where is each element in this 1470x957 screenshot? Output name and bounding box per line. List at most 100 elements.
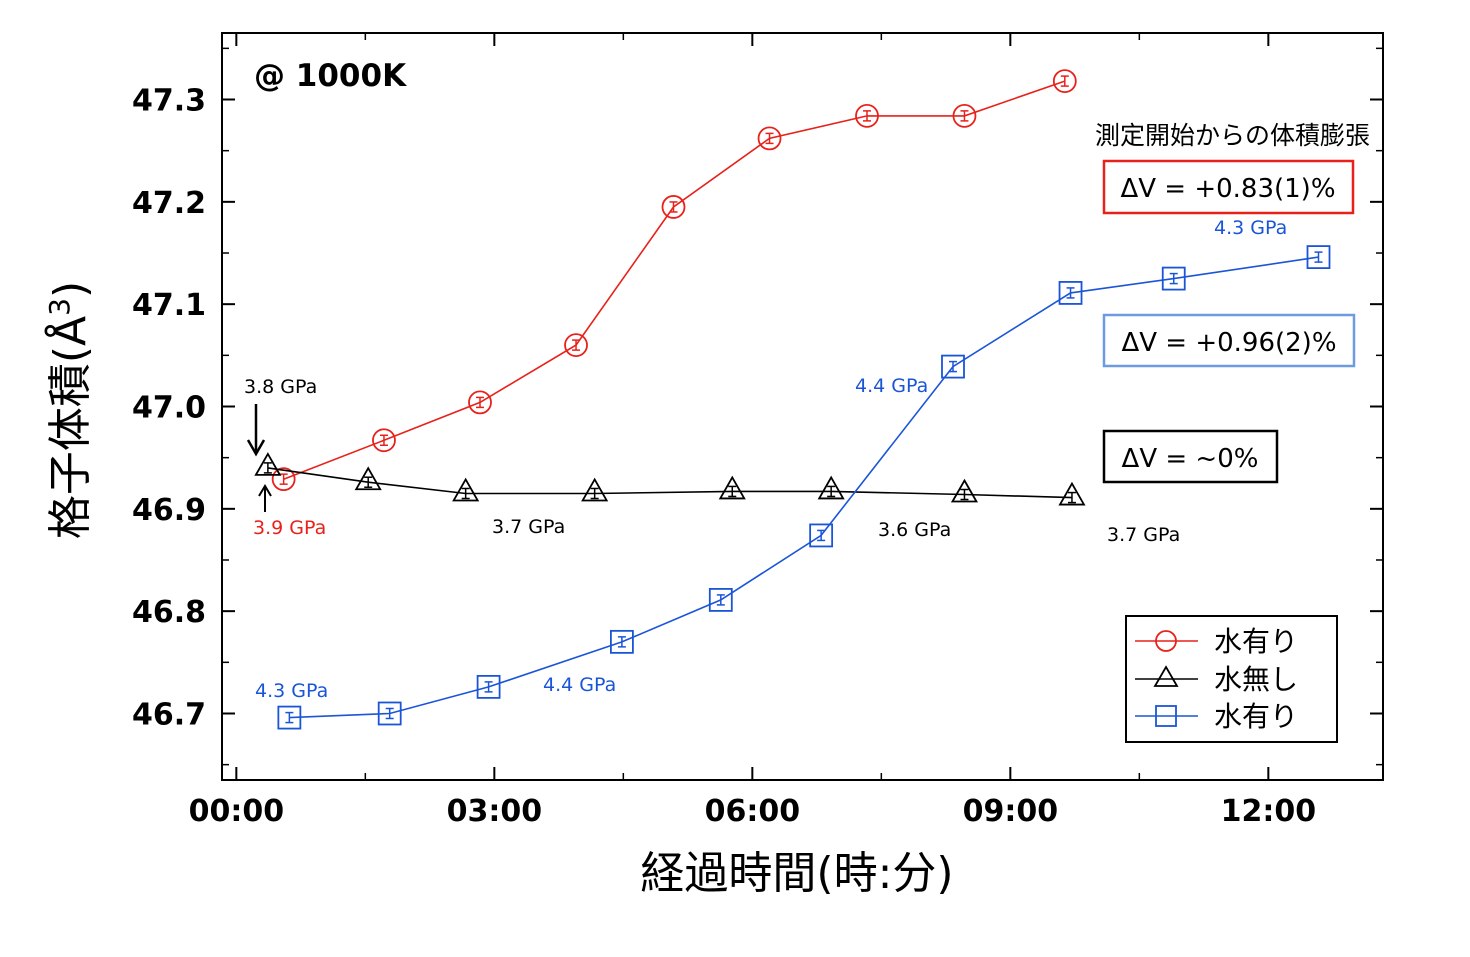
x-axis-title: 経過時間(時:分) [640, 848, 953, 899]
marker-square [277, 705, 302, 730]
data-point [564, 333, 588, 358]
data-point [610, 629, 634, 654]
legend-label-series-1: 水有り [1214, 625, 1298, 658]
delta-v-box-blue [1102, 313, 1356, 368]
marker-circle [468, 390, 492, 415]
marker-square [1306, 245, 1331, 270]
series-line [289, 256, 1319, 719]
y-tick-label: 47.3 [132, 84, 206, 119]
data-point [581, 477, 609, 502]
y-axis-title: 格子体積(Å3) [43, 281, 96, 539]
pressure-label-black-start: 3.8 GPa [244, 376, 317, 398]
marker-triangle [817, 475, 845, 500]
pressure-label-black-end: 3.7 GPa [1107, 524, 1180, 546]
marker-square [377, 701, 402, 726]
marker-circle [757, 126, 782, 151]
y-tick-label: 46.9 [132, 493, 206, 528]
data-point [354, 466, 382, 491]
data-point [271, 467, 296, 492]
legend-marker-triangle [1153, 665, 1179, 687]
data-point [1058, 481, 1086, 506]
series-line [283, 80, 1066, 480]
y-tick-label: 46.7 [132, 697, 206, 732]
arrow-up-icon [258, 484, 272, 512]
marker-triangle [452, 477, 480, 502]
data-point [277, 705, 302, 730]
marker-circle [661, 195, 686, 219]
marker-circle [952, 103, 977, 128]
data-point [468, 390, 492, 415]
data-point [817, 475, 845, 500]
marker-triangle [354, 466, 382, 491]
legend-entry-series-3: 水有り [1135, 700, 1298, 733]
marker-triangle [950, 478, 979, 503]
pressure-label-black-3: 3.6 GPa [878, 519, 951, 541]
marker-circle [1052, 69, 1077, 93]
marker-square [941, 354, 965, 379]
marker-square [809, 523, 834, 548]
marker-square [708, 588, 733, 612]
pressure-label-red-start: 3.9 GPa [253, 517, 326, 539]
series-layer [254, 69, 1331, 730]
legend-label-series-2: 水無し [1214, 663, 1298, 696]
marker-circle [372, 428, 396, 453]
arrow-down-icon [246, 404, 266, 457]
delta-v-black: ΔV = ~0% [1122, 444, 1259, 474]
pressure-label-black-2: 3.7 GPa [492, 516, 565, 538]
y-tick-label: 46.8 [132, 595, 206, 630]
x-tick-label: 06:00 [705, 794, 801, 829]
volume-expansion-heading: 測定開始からの体積膨張 [1095, 121, 1370, 150]
data-point [1306, 245, 1331, 270]
legend: 水有り 水無し 水有り [1125, 615, 1338, 743]
pressure-label-blue-2: 4.4 GPa [543, 674, 616, 696]
delta-v-red: ΔV = +0.83(1)% [1120, 174, 1335, 204]
marker-triangle [581, 477, 609, 502]
marker-circle [564, 333, 588, 358]
x-tick-label: 09:00 [963, 794, 1059, 829]
data-point [708, 588, 733, 612]
temperature-label: @ 1000K [254, 58, 407, 94]
legend-label-series-3: 水有り [1214, 700, 1298, 733]
legend-marker-square [1155, 705, 1177, 727]
x-tick-label: 03:00 [447, 794, 543, 829]
marker-square [610, 629, 634, 654]
delta-v-blue: ΔV = +0.96(2)% [1121, 328, 1336, 358]
pressure-label-blue-3: 4.4 GPa [855, 375, 928, 397]
y-tick-label: 47.0 [132, 391, 206, 426]
legend-entry-series-1: 水有り [1135, 625, 1298, 658]
delta-v-box-red [1102, 159, 1355, 215]
data-point [855, 103, 879, 128]
data-point [941, 354, 965, 379]
data-point [757, 126, 782, 151]
data-point [452, 477, 480, 502]
series-2 [254, 452, 1086, 506]
axis-ticks: 00:00 03:00 06:00 09:00 12:00 46.7 46.8 46.9 47.… [132, 33, 1383, 829]
y-axis-title-superscript: 3 [43, 298, 76, 316]
marker-triangle [254, 452, 282, 476]
legend-entry-series-2: 水無し [1135, 663, 1298, 696]
data-point [1052, 69, 1077, 93]
series-3 [277, 245, 1331, 730]
y-tick-label: 47.1 [132, 288, 206, 323]
pressure-label-blue-end: 4.3 GPa [1214, 217, 1287, 239]
data-point [809, 523, 834, 548]
data-point [952, 103, 977, 128]
y-axis-title-close: ) [45, 281, 96, 298]
pressure-label-blue-start: 4.3 GPa [255, 680, 328, 702]
marker-square [1058, 281, 1083, 305]
data-point [476, 674, 501, 699]
marker-triangle [718, 475, 746, 500]
y-tick-label: 47.2 [132, 186, 206, 221]
x-tick-label: 12:00 [1221, 794, 1317, 829]
legend-marker-circle [1155, 630, 1177, 652]
marker-triangle [1058, 481, 1086, 506]
marker-circle [271, 467, 296, 492]
marker-square [476, 674, 501, 699]
data-point [1058, 281, 1083, 305]
marker-square [1161, 266, 1186, 291]
data-point [1161, 266, 1186, 291]
data-point [377, 701, 402, 726]
marker-circle [855, 103, 879, 128]
x-tick-label: 00:00 [189, 794, 285, 829]
